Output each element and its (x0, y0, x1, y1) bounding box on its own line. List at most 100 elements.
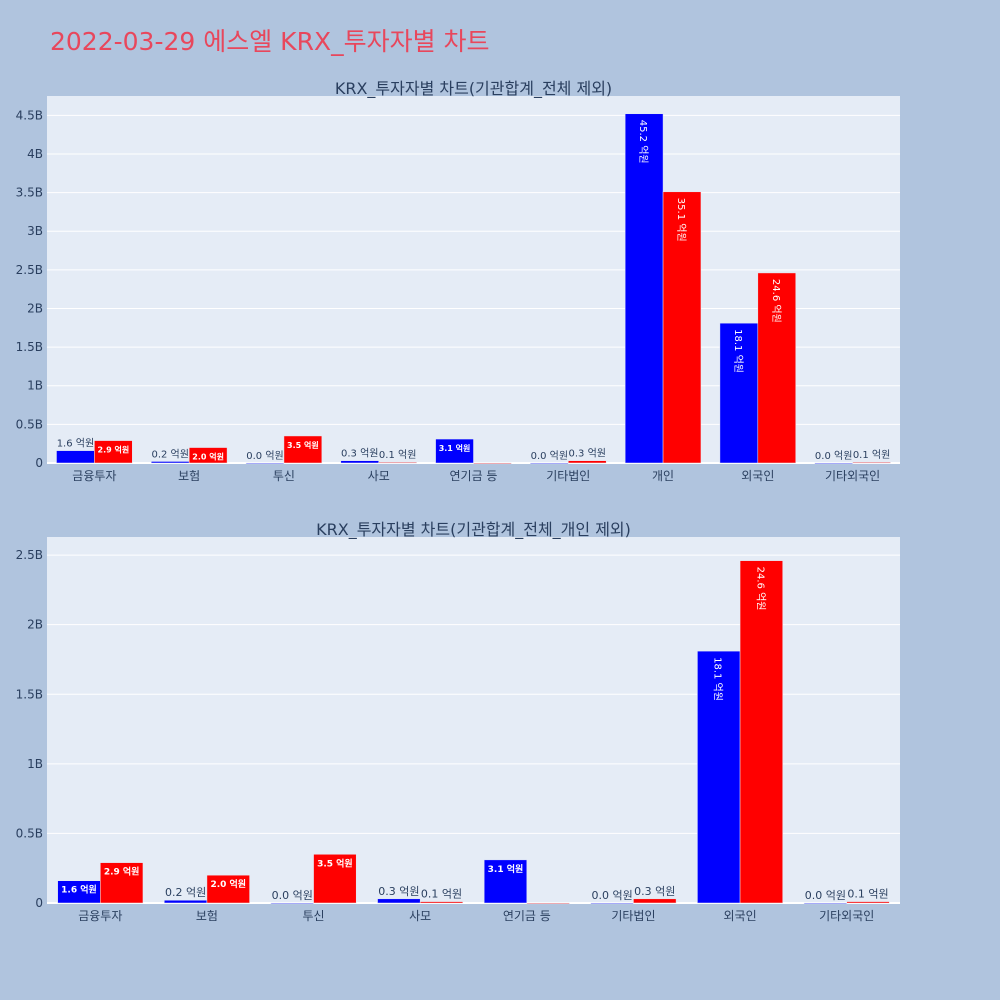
bar-b (378, 461, 417, 464)
y-tick-label: 2.5B (16, 548, 43, 562)
x-tick-label: 투신 (273, 469, 295, 483)
data-label: 18.1 억원 (712, 657, 724, 701)
data-label: 0.0 억원 (815, 450, 852, 462)
x-tick-label: 보험 (196, 909, 218, 923)
data-label: 45.2 억원 (637, 120, 649, 164)
data-label: 18.1 억원 (732, 329, 744, 373)
bar-b (206, 874, 250, 904)
bar-b (846, 901, 890, 904)
data-label: 0.3 억원 (378, 885, 419, 898)
bar-b (757, 272, 796, 464)
bar-b (633, 898, 677, 904)
data-label: 0.0 억원 (531, 450, 568, 462)
bar-a (435, 438, 474, 464)
y-tick-label: 1.5B (16, 340, 43, 354)
bar-a (164, 899, 208, 904)
bar-a (624, 113, 664, 464)
bar-a (803, 902, 847, 905)
chart-title: KRX_투자자별 차트(기관합계_전체_개인 제외) (316, 520, 631, 540)
y-tick-label: 4.5B (16, 108, 43, 122)
data-label: 3.5 억원 (317, 857, 353, 869)
data-label: 0.3 억원 (341, 448, 378, 460)
bar-b (94, 440, 133, 464)
data-label: 0.0 억원 (805, 889, 846, 902)
bar-b (662, 191, 702, 464)
chart-title: KRX_투자자별 차트(기관합계_전체 제외) (335, 79, 612, 99)
data-label: 24.6 억원 (754, 567, 766, 611)
bar-a (245, 462, 285, 465)
chart-investor-total: KRX_투자자별 차트(기관합계_전체 제외) 0 0.5B 1B 1.5B 2B 2.5B… (16, 79, 900, 483)
bar-b (739, 560, 783, 904)
y-tick-label: 3B (27, 224, 43, 238)
data-label: 35.1 억원 (675, 198, 687, 242)
bar-b (283, 435, 323, 464)
x-tick-label: 연기금 등 (450, 469, 498, 483)
data-label: 3.1 억원 (439, 443, 471, 453)
data-label: 3.5 억원 (287, 440, 319, 450)
bar-b (313, 854, 357, 904)
page-title: 2022-03-29 에스엘 KRX_투자자별 차트 (50, 27, 490, 56)
bar-b (852, 461, 891, 464)
data-label: 0.2 억원 (165, 886, 206, 899)
x-tick-label: 개인 (652, 469, 674, 483)
bar-a (590, 902, 634, 905)
x-tick-label: 외국인 (724, 909, 757, 923)
bar-b (526, 902, 570, 905)
bar-a (270, 902, 314, 905)
bar-b (100, 862, 144, 904)
data-label: 0.1 억원 (421, 888, 462, 901)
x-tick-label: 보험 (178, 469, 200, 483)
bar-a (719, 322, 759, 464)
y-tick-label: 1B (27, 379, 43, 393)
y-tick-label: 0.5B (16, 417, 43, 431)
data-label: 2.0 억원 (210, 878, 246, 890)
data-label: 24.6 억원 (770, 279, 782, 323)
data-label: 0.1 억원 (847, 888, 888, 901)
x-tick-label: 사모 (368, 469, 390, 483)
bar-a (340, 460, 379, 464)
x-tick-label: 투신 (303, 909, 325, 923)
data-label: 1.6 억원 (61, 884, 97, 896)
y-tick-label: 4B (27, 147, 43, 161)
x-tick-label: 기타외국인 (819, 909, 874, 923)
x-tick-label: 금융투자 (78, 909, 122, 923)
x-tick-label: 기타법인 (546, 469, 590, 483)
x-tick-label: 사모 (409, 909, 431, 923)
x-tick-label: 외국인 (741, 469, 774, 483)
bar-b (568, 460, 607, 464)
x-tick-label: 기타법인 (611, 909, 655, 923)
data-label: 0.0 억원 (272, 889, 313, 902)
data-label: 0.3 억원 (634, 885, 675, 898)
bar-a (377, 898, 421, 904)
bar-a (530, 462, 569, 465)
y-tick-label: 1B (27, 757, 43, 771)
y-tick-label: 0 (35, 896, 43, 910)
y-tick-label: 1.5B (16, 687, 43, 701)
y-tick-label: 2.5B (16, 263, 43, 277)
bar-b (188, 447, 228, 464)
bar-a (697, 650, 741, 904)
data-label: 0.3 억원 (568, 448, 605, 460)
y-tick-label: 3.5B (16, 186, 43, 200)
y-tick-label: 0.5B (16, 826, 43, 840)
data-label: 0.0 억원 (591, 889, 632, 902)
data-label: 2.9 억원 (98, 445, 130, 455)
data-label: 0.1 억원 (379, 449, 416, 461)
data-label: 1.6 억원 (57, 438, 94, 450)
data-label: 2.9 억원 (104, 866, 140, 878)
y-tick-label: 2B (27, 618, 43, 632)
data-label: 2.0 억원 (192, 452, 224, 462)
x-tick-label: 기타외국인 (825, 469, 880, 483)
x-tick-label: 연기금 등 (503, 909, 551, 923)
data-label: 0.0 억원 (246, 450, 283, 462)
bar-b (419, 901, 464, 904)
y-tick-label: 0 (35, 456, 43, 470)
y-tick-label: 2B (27, 301, 43, 315)
bar-b (473, 462, 512, 465)
x-tick-label: 금융투자 (72, 469, 116, 483)
bar-a (483, 859, 528, 904)
data-label: 3.1 억원 (488, 863, 524, 875)
data-label: 0.1 억원 (853, 449, 890, 461)
bar-a (814, 462, 853, 465)
